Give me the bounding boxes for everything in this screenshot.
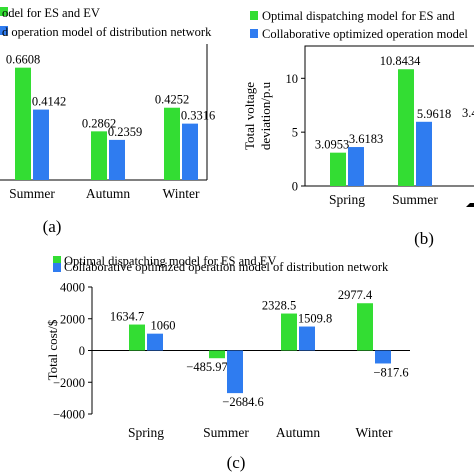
data-label: 0.4252: [155, 93, 189, 107]
bar-green: [281, 313, 297, 351]
bar-green: [357, 303, 373, 351]
legend-label-blue: Collaborative optimized operation model …: [64, 260, 389, 274]
legend-swatch-green: [0, 7, 8, 16]
legend-swatch-blue: [53, 263, 61, 272]
legend-swatch-green: [250, 11, 258, 20]
data-label: 0.6608: [6, 53, 40, 67]
data-label: 2977.4: [338, 288, 373, 302]
legend-label-blue: Collaborative optimized operation model: [262, 27, 468, 41]
data-label: 1634.7: [110, 310, 144, 324]
y-axis-label: Total cost/$: [45, 319, 60, 380]
y-tick-label: 5: [292, 126, 298, 140]
bar-blue: [375, 350, 391, 364]
panel-label: (a): [43, 217, 62, 236]
bar-blue: [147, 333, 163, 351]
bar-green: [398, 69, 414, 186]
data-label: 0.2359: [108, 125, 142, 139]
legend-label-green: Optimal dispatching model for ES and: [262, 9, 455, 23]
edge-fragment-label: 3.4: [462, 106, 474, 120]
x-tick-label: Winter: [163, 186, 200, 201]
x-tick-label: Summer: [203, 425, 249, 440]
bar-green: [129, 324, 145, 351]
bar-blue: [416, 121, 432, 186]
legend-swatch-green: [53, 256, 61, 265]
bar-blue: [227, 350, 243, 394]
bar-green: [330, 152, 346, 186]
edge-fragment-mark: [466, 203, 474, 207]
bar-blue: [109, 139, 125, 180]
data-label: −485.97: [186, 360, 227, 374]
data-label: −817.6: [373, 365, 408, 379]
data-label: 2328.5: [262, 299, 296, 313]
data-label: 3.6183: [349, 132, 383, 146]
y-tick-label: 2000: [60, 312, 85, 326]
x-tick-label: Winter: [356, 425, 393, 440]
x-tick-label: Autumn: [276, 425, 321, 440]
x-tick-label: Autumn: [86, 186, 131, 201]
y-tick-label: 0: [79, 344, 85, 358]
x-tick-label: Spring: [128, 425, 164, 440]
legend-swatch-blue: [0, 26, 8, 35]
panel-b: Optimal dispatching model for ES and Col…: [242, 9, 474, 248]
panel-a: odel for ES and EV d operation model of …: [0, 6, 215, 236]
y-axis-label-line2: deviation/p.u: [258, 81, 273, 150]
data-label: 0.3316: [181, 109, 215, 123]
y-tick-label: −2000: [53, 376, 85, 390]
panel-label: (c): [227, 453, 246, 472]
data-label: 0.2862: [82, 116, 116, 130]
y-tick-label: 10: [286, 72, 299, 86]
legend-label-green: Optimal dispatching model for ES and EV: [64, 254, 276, 268]
panel-label: (b): [414, 229, 434, 248]
bar-blue: [299, 326, 315, 351]
bar-blue: [182, 123, 198, 180]
bar-green: [15, 67, 31, 180]
data-label: 10.8434: [380, 54, 421, 68]
legend-label-blue: d operation model of distribution networ…: [2, 25, 212, 39]
data-label: 5.9618: [417, 107, 451, 121]
legend-label-green: odel for ES and EV: [2, 6, 100, 20]
data-label: 0.4142: [32, 95, 66, 109]
panel-c: Optimal dispatching model for ES and EV …: [45, 254, 410, 472]
y-tick-label: −4000: [53, 408, 85, 422]
bar-blue: [33, 109, 49, 180]
x-tick-label: Summer: [9, 186, 55, 201]
y-axis-label-line1: Total voltage: [242, 82, 257, 150]
y-tick-label: 4000: [60, 281, 85, 295]
data-label: 1509.8: [298, 312, 332, 326]
data-label: −2684.6: [222, 395, 263, 409]
x-tick-label: Spring: [329, 192, 365, 207]
bar-blue: [348, 147, 364, 186]
x-tick-label: Summer: [392, 192, 438, 207]
bar-green: [164, 107, 180, 180]
legend-swatch-blue: [250, 29, 258, 38]
data-label: 3.0953: [315, 138, 349, 152]
data-label: 1060: [151, 319, 176, 333]
bar-green: [209, 350, 225, 359]
bar-green: [91, 131, 107, 180]
y-tick-label: 0: [292, 180, 298, 194]
